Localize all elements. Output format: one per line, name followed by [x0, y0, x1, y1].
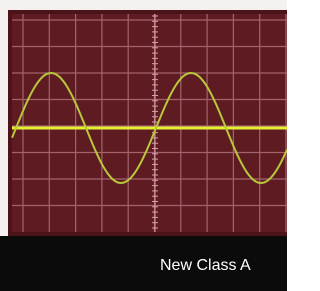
page: New Class A: [0, 0, 287, 291]
caption: New Class A: [160, 257, 251, 275]
oscilloscope: [0, 0, 287, 291]
